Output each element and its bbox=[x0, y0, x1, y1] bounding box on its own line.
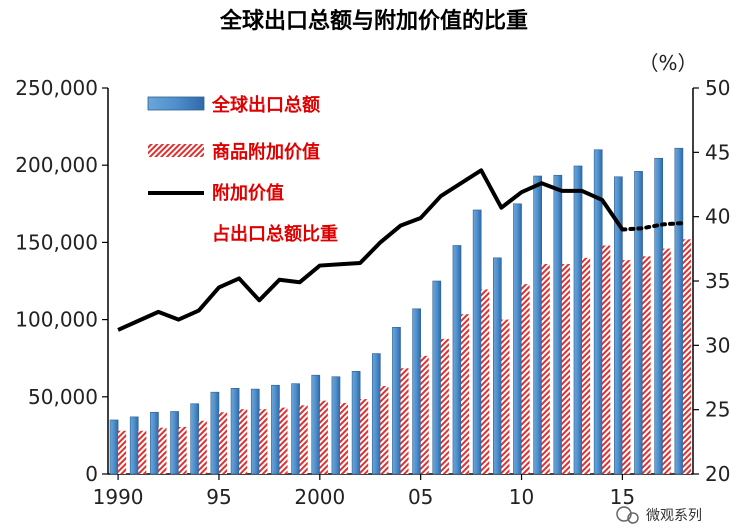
bar-value-added-1991 bbox=[138, 430, 147, 474]
tick-layer: 0 50,000 100,000 150,000 200,000 250,000 20 25 3… bbox=[15, 76, 730, 509]
line-layer bbox=[117, 168, 685, 332]
bar-value-added-2013 bbox=[582, 257, 591, 474]
bar-value-added-1992 bbox=[158, 427, 167, 474]
bar-value-added-1995 bbox=[218, 412, 228, 474]
watermark: 微观系列 bbox=[616, 506, 702, 524]
bar-value-added-1993 bbox=[178, 426, 187, 474]
legend-label-share-2: 占出口总额比重 bbox=[212, 223, 338, 245]
legend: 全球出口总额 商品附加价值 附加价值 占出口总额比重 bbox=[147, 94, 338, 245]
bar-total-exports-2003 bbox=[371, 353, 381, 475]
bar-total-exports-1999 bbox=[291, 383, 300, 475]
bar-total-exports-2006 bbox=[432, 280, 442, 475]
bar-layer bbox=[109, 147, 691, 475]
left-tick-label: 100,000 bbox=[15, 308, 98, 332]
bar-value-added-2012 bbox=[561, 264, 570, 474]
bar-value-added-2008 bbox=[481, 289, 490, 474]
legend-label-value-added: 商品附加价值 bbox=[212, 141, 320, 163]
bar-total-exports-2005 bbox=[412, 308, 421, 475]
bar-value-added-2014 bbox=[602, 245, 611, 474]
bar-value-added-2015 bbox=[622, 260, 631, 474]
right-axis-unit: （%） bbox=[638, 51, 697, 75]
bar-value-added-2011 bbox=[541, 264, 550, 474]
bar-total-exports-2004 bbox=[392, 327, 401, 475]
bar-value-added-2007 bbox=[461, 314, 470, 474]
bar-value-added-2006 bbox=[440, 338, 449, 474]
bar-total-exports-2011 bbox=[533, 175, 543, 475]
bar-total-exports-2000 bbox=[311, 374, 321, 475]
bar-value-added-1990 bbox=[118, 430, 127, 474]
bar-total-exports-2017 bbox=[654, 157, 664, 475]
right-tick-label: 35 bbox=[705, 269, 730, 293]
bar-total-exports-1990 bbox=[109, 419, 119, 475]
bar-value-added-2005 bbox=[420, 355, 429, 474]
bar-total-exports-1991 bbox=[129, 416, 139, 475]
bar-value-added-2010 bbox=[521, 284, 530, 474]
right-tick-label: 50 bbox=[705, 76, 730, 100]
x-tick-label: 15 bbox=[610, 485, 635, 509]
left-tick-label: 250,000 bbox=[15, 76, 98, 100]
left-tick-label: 50,000 bbox=[28, 385, 98, 409]
bar-value-added-2018 bbox=[682, 239, 691, 474]
bar-total-exports-1995 bbox=[210, 391, 220, 475]
left-tick-label: 150,000 bbox=[15, 230, 98, 254]
right-tick-label: 20 bbox=[705, 462, 730, 486]
left-tick-label: 200,000 bbox=[15, 153, 98, 177]
x-tick-label: 95 bbox=[206, 485, 231, 509]
bar-total-exports-1992 bbox=[150, 411, 159, 475]
wechat-icon-bubble bbox=[627, 512, 639, 524]
bar-value-added-1994 bbox=[198, 420, 207, 474]
bar-value-added-1999 bbox=[299, 405, 308, 474]
bar-value-added-2003 bbox=[380, 385, 389, 474]
left-tick-label: 0 bbox=[85, 462, 98, 486]
watermark-text: 微观系列 bbox=[646, 508, 702, 524]
bar-value-added-2001 bbox=[339, 402, 349, 474]
x-tick-label: 05 bbox=[408, 485, 433, 509]
bar-value-added-2017 bbox=[662, 248, 671, 474]
bar-value-added-2002 bbox=[360, 399, 369, 474]
legend-label-share-1: 附加价值 bbox=[212, 182, 284, 204]
bar-value-added-1996 bbox=[239, 409, 248, 474]
bar-total-exports-2009 bbox=[492, 257, 502, 475]
right-tick-label: 25 bbox=[705, 398, 730, 422]
x-tick-label: 1990 bbox=[93, 485, 144, 509]
bar-total-exports-2018 bbox=[674, 147, 684, 475]
bar-value-added-2000 bbox=[319, 400, 328, 474]
right-tick-label: 45 bbox=[705, 140, 730, 164]
bar-total-exports-2010 bbox=[513, 203, 522, 475]
bar-total-exports-1996 bbox=[230, 388, 240, 475]
bar-total-exports-1993 bbox=[170, 411, 179, 475]
legend-swatch-value-added bbox=[148, 144, 204, 157]
right-tick-label: 40 bbox=[705, 205, 730, 229]
bar-total-exports-2013 bbox=[573, 165, 583, 475]
bar-total-exports-1998 bbox=[271, 384, 280, 475]
line-share-projected bbox=[620, 221, 685, 232]
bar-total-exports-2007 bbox=[452, 245, 462, 475]
bar-value-added-2009 bbox=[501, 319, 510, 474]
bar-value-added-1998 bbox=[279, 407, 288, 474]
x-tick-label: 10 bbox=[509, 485, 534, 509]
bar-total-exports-1997 bbox=[250, 388, 260, 475]
bar-total-exports-1994 bbox=[190, 403, 200, 475]
legend-swatch-exports bbox=[147, 96, 205, 111]
bar-value-added-2016 bbox=[642, 256, 651, 474]
bar-total-exports-2008 bbox=[472, 209, 482, 475]
x-tick-label: 2000 bbox=[294, 485, 345, 509]
right-tick-label: 30 bbox=[705, 333, 730, 357]
bar-total-exports-2001 bbox=[331, 376, 341, 475]
chart-title: 全球出口总额与附加价值的比重 bbox=[219, 8, 528, 34]
bar-total-exports-2002 bbox=[351, 371, 361, 475]
bar-total-exports-2016 bbox=[634, 171, 643, 475]
bar-value-added-2004 bbox=[400, 368, 409, 474]
bar-total-exports-2012 bbox=[553, 174, 563, 475]
line-share-solid bbox=[117, 168, 625, 332]
legend-label-exports: 全球出口总额 bbox=[211, 94, 320, 116]
bar-value-added-1997 bbox=[259, 409, 268, 474]
